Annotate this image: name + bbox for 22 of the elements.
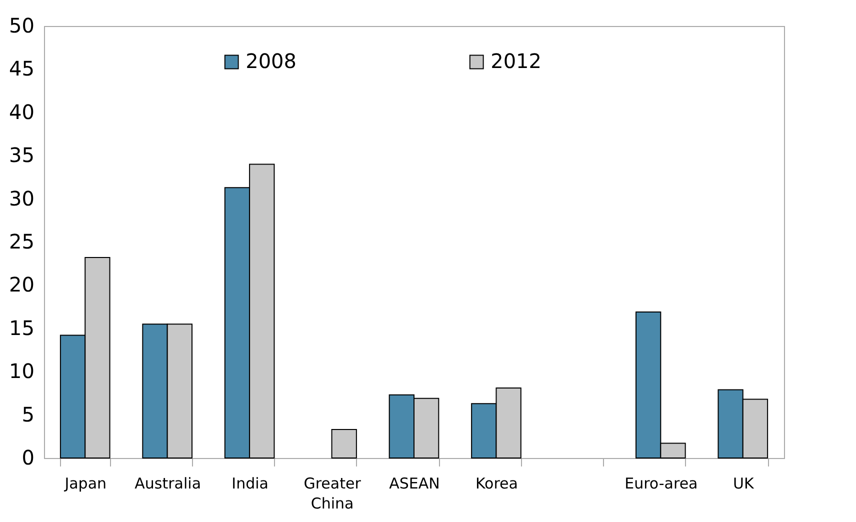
x-tick-label: ASEAN: [389, 474, 440, 492]
y-tick-label: 30: [9, 186, 34, 210]
legend-label: 2008: [246, 49, 297, 73]
x-tick-label: UK: [732, 474, 755, 492]
y-tick-label: 20: [9, 272, 34, 297]
y-tick-label: 15: [9, 316, 34, 340]
y-tick-label: 50: [9, 14, 34, 38]
y-tick-label: 25: [9, 230, 34, 254]
x-tick-label: Japan: [64, 474, 107, 492]
bar: [331, 428, 357, 458]
x-tick-label: Australia: [134, 474, 202, 492]
y-tick-label: 40: [9, 100, 34, 124]
x-tick-label: India: [232, 474, 268, 492]
y-tick-label: 45: [9, 56, 34, 81]
y-tick-label: 5: [22, 402, 34, 426]
y-tick-label: 10: [9, 359, 34, 384]
x-tick-label: Euro-area: [624, 474, 698, 492]
legend-label: 2012: [490, 49, 542, 73]
x-tick-label: Korea: [475, 474, 518, 492]
x-tick-label: Greater China: [304, 474, 362, 512]
y-tick-label: 0: [22, 446, 34, 470]
y-tick-label: 35: [9, 143, 34, 168]
